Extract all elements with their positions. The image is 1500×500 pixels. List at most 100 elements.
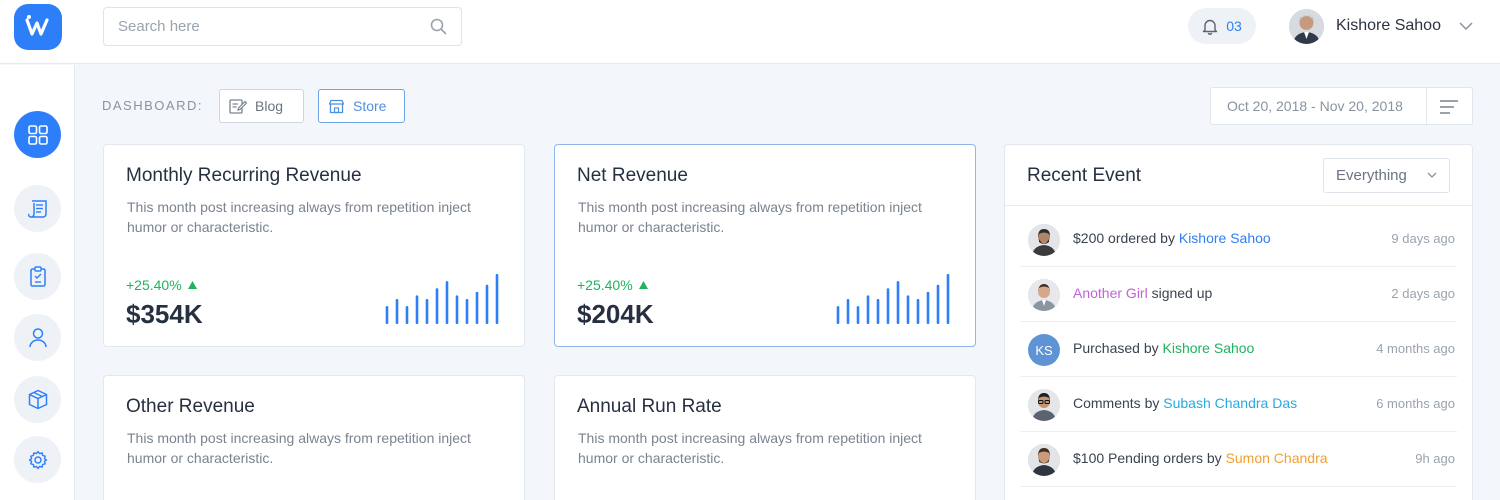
bar: [385, 306, 389, 324]
bar: [495, 274, 499, 324]
bar: [936, 284, 940, 324]
top-bar: 03 Kishore Sahoo: [0, 0, 1500, 64]
bar: [856, 306, 860, 324]
breadcrumb-label: DASHBOARD:: [102, 98, 203, 113]
sidebar-item-documents[interactable]: [14, 185, 61, 232]
bar: [836, 306, 840, 324]
event-text: Comments by Subash Chandra Das: [1073, 395, 1298, 411]
bar: [405, 306, 409, 324]
bell-icon: [1203, 19, 1218, 35]
avatar: KS: [1028, 334, 1060, 366]
store-button[interactable]: Store: [318, 89, 405, 123]
notifications-button[interactable]: 03: [1188, 8, 1256, 44]
user-icon: [28, 328, 47, 348]
event-time: 9h ago: [1415, 451, 1455, 466]
event-filter-dropdown[interactable]: Everything: [1323, 158, 1450, 193]
avatar: [1028, 389, 1060, 421]
filter-value: Everything: [1336, 167, 1407, 184]
mini-bar-chart: [836, 274, 950, 324]
bar: [846, 299, 850, 324]
list-item[interactable]: Comments by Subash Chandra Das 6 months …: [1020, 377, 1457, 432]
card-description: This month post increasing always from r…: [578, 199, 922, 235]
bar: [946, 274, 950, 324]
growth-indicator: +25.40%: [577, 277, 648, 293]
avatar: [1028, 444, 1060, 476]
edit-icon: [229, 99, 247, 114]
bar: [435, 288, 439, 324]
chevron-down-icon: [1427, 172, 1437, 178]
card-description: This month post increasing always from r…: [127, 430, 471, 466]
notification-count: 03: [1226, 18, 1242, 34]
sidebar-item-tasks[interactable]: [14, 253, 61, 300]
list-item[interactable]: KS Purchased by Kishore Sahoo 4 months a…: [1020, 322, 1457, 377]
arrow-up-icon: [187, 281, 197, 289]
bar: [425, 299, 429, 324]
bar: [866, 295, 870, 324]
event-text: $100 Pending orders by Sumon Chandra: [1073, 450, 1328, 466]
blog-button[interactable]: Blog: [219, 89, 304, 123]
avatar: [1028, 224, 1060, 256]
store-icon: [328, 99, 345, 113]
bar: [906, 295, 910, 324]
sidebar: [0, 65, 75, 500]
event-time: 6 months ago: [1376, 396, 1455, 411]
logo[interactable]: [14, 4, 62, 50]
bar: [916, 299, 920, 324]
bar: [485, 284, 489, 324]
bar: [475, 291, 479, 324]
card-title: Other Revenue: [126, 396, 255, 417]
chevron-down-icon: [1459, 22, 1473, 30]
mini-bar-chart: [385, 274, 499, 324]
event-time: 2 days ago: [1391, 286, 1455, 301]
card-title: Net Revenue: [577, 165, 688, 186]
event-user-link[interactable]: Subash Chandra Das: [1163, 395, 1298, 411]
sidebar-item-users[interactable]: [14, 314, 61, 361]
card-title: Monthly Recurring Revenue: [126, 165, 362, 186]
bar: [886, 288, 890, 324]
growth-value: +25.40%: [577, 277, 633, 293]
search-input[interactable]: [118, 8, 418, 45]
list-item[interactable]: $200 ordered by Kishore Sahoo 9 days ago: [1020, 212, 1457, 267]
event-user-link[interactable]: Sumon Chandra: [1225, 450, 1328, 466]
list-item[interactable]: $100 Pending orders by Sumon Chandra 9h …: [1020, 432, 1457, 487]
clipboard-icon: [29, 265, 46, 287]
sidebar-item-products[interactable]: [14, 376, 61, 423]
list-item[interactable]: Another Girl signed up 2 days ago: [1020, 267, 1457, 322]
panel-title: Recent Event: [1027, 165, 1142, 186]
card-net-revenue: Net Revenue This month post increasing a…: [554, 144, 976, 347]
card-other-revenue: Other Revenue This month post increasing…: [103, 375, 525, 500]
avatar: [1289, 8, 1324, 44]
arrow-up-icon: [638, 281, 648, 289]
sidebar-item-dashboard[interactable]: [14, 111, 61, 158]
grid-icon: [27, 124, 48, 145]
metric-value: $204K: [577, 299, 654, 329]
bar: [465, 299, 469, 324]
avatar: [1028, 279, 1060, 311]
card-annual-run-rate: Annual Run Rate This month post increasi…: [554, 375, 976, 500]
menu-icon[interactable]: [1439, 99, 1459, 115]
event-text: Another Girl signed up: [1073, 285, 1213, 301]
event-text: $200 ordered by Kishore Sahoo: [1073, 230, 1271, 246]
divider: [1005, 205, 1472, 206]
event-user-link[interactable]: Kishore Sahoo: [1162, 340, 1255, 356]
search-icon[interactable]: [430, 18, 447, 35]
date-range-picker[interactable]: Oct 20, 2018 - Nov 20, 2018: [1210, 87, 1473, 125]
bar: [415, 295, 419, 324]
growth-indicator: +25.40%: [126, 277, 197, 293]
bar: [926, 291, 930, 324]
box-icon: [28, 389, 47, 410]
search-box: [103, 7, 462, 46]
bar: [395, 299, 399, 324]
event-user-link[interactable]: Another Girl: [1073, 285, 1148, 301]
sidebar-item-settings[interactable]: [14, 436, 61, 483]
store-label: Store: [353, 98, 387, 114]
event-user-link[interactable]: Kishore Sahoo: [1178, 230, 1271, 246]
recent-events-panel: Recent Event Everything $200 ordered by …: [1004, 144, 1473, 500]
card-description: This month post increasing always from r…: [578, 430, 922, 466]
event-time: 9 days ago: [1391, 231, 1455, 246]
date-range-text: Oct 20, 2018 - Nov 20, 2018: [1227, 98, 1403, 114]
event-time: 4 months ago: [1376, 341, 1455, 356]
user-menu[interactable]: Kishore Sahoo: [1289, 8, 1473, 44]
logo-icon: [25, 15, 49, 36]
blog-label: Blog: [255, 98, 284, 114]
